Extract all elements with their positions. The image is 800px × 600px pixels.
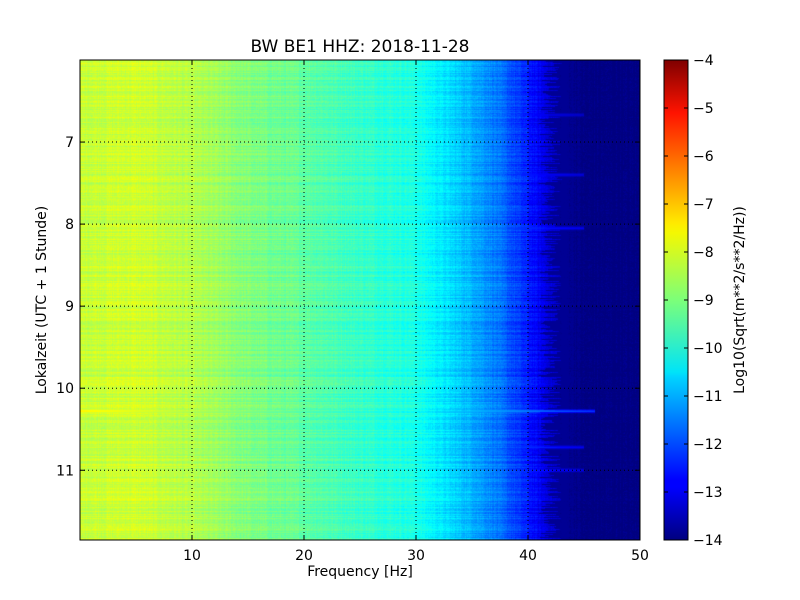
- x-tick-label: 20: [295, 548, 313, 564]
- colorbar-tick-label: −6: [693, 149, 714, 165]
- colorbar-tick-label: −8: [693, 245, 714, 261]
- colorbar-tick-label: −10: [693, 341, 723, 357]
- x-tick-label: 40: [519, 548, 537, 564]
- colorbar-tick-label: −14: [693, 533, 723, 549]
- colorbar-tick-label: −12: [693, 437, 723, 453]
- x-tick-label: 30: [407, 548, 425, 564]
- colorbar-tick-label: −5: [693, 101, 714, 117]
- x-tick-label: 10: [183, 548, 201, 564]
- colorbar-tick-label: −11: [693, 389, 723, 405]
- colorbar-label: Log10(Sqrt(m**2/s**2/Hz)): [732, 206, 748, 394]
- grid-lines: [80, 60, 640, 540]
- y-axis: 7 8 9 10 11: [56, 135, 640, 479]
- y-tick-label: 11: [56, 463, 74, 479]
- y-tick-label: 10: [56, 381, 74, 397]
- colorbar-tick-label: −4: [693, 53, 714, 69]
- colorbar-tick-label: −13: [693, 485, 723, 501]
- colorbar-ticks: −4 −5 −6 −7 −8 −9 −10 −11 −12 −13 −14: [664, 53, 723, 549]
- y-tick-label: 8: [65, 217, 74, 233]
- y-tick-label: 7: [65, 135, 74, 151]
- y-axis-label: Lokalzeit (UTC + 1 Stunde): [34, 206, 50, 395]
- spectrogram-image: [80, 60, 640, 540]
- colorbar-tick-label: −7: [693, 197, 714, 213]
- plot-frame: [79, 59, 641, 541]
- colorbar-tick-label: −9: [693, 293, 714, 309]
- plot-area: 10 20 30 40 50 7 8 9 10 11: [56, 59, 649, 564]
- y-tick-label: 9: [65, 299, 74, 315]
- x-tick-label: 50: [631, 548, 649, 564]
- x-axis-label: Frequency [Hz]: [307, 564, 413, 580]
- x-axis: 10 20 30 40 50: [183, 60, 649, 564]
- chart-title: BW BE1 HHZ: 2018-11-28: [250, 37, 469, 57]
- colorbar: −4 −5 −6 −7 −8 −9 −10 −11 −12 −13 −14: [663, 53, 723, 549]
